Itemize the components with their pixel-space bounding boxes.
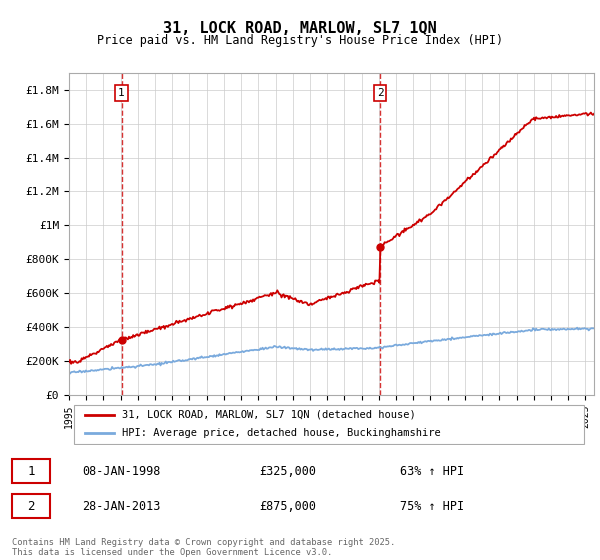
FancyBboxPatch shape	[74, 405, 583, 444]
Text: 75% ↑ HPI: 75% ↑ HPI	[400, 500, 464, 512]
FancyBboxPatch shape	[12, 459, 50, 483]
Text: 31, LOCK ROAD, MARLOW, SL7 1QN (detached house): 31, LOCK ROAD, MARLOW, SL7 1QN (detached…	[121, 410, 415, 420]
Text: 31, LOCK ROAD, MARLOW, SL7 1QN: 31, LOCK ROAD, MARLOW, SL7 1QN	[163, 21, 437, 36]
Text: 63% ↑ HPI: 63% ↑ HPI	[400, 465, 464, 478]
Text: 2: 2	[377, 88, 383, 98]
Text: HPI: Average price, detached house, Buckinghamshire: HPI: Average price, detached house, Buck…	[121, 428, 440, 438]
Text: Contains HM Land Registry data © Crown copyright and database right 2025.
This d: Contains HM Land Registry data © Crown c…	[12, 538, 395, 557]
Text: 08-JAN-1998: 08-JAN-1998	[82, 465, 161, 478]
Text: 1: 1	[118, 88, 125, 98]
Text: £325,000: £325,000	[259, 465, 316, 478]
Text: £875,000: £875,000	[259, 500, 316, 512]
Text: 1: 1	[27, 465, 35, 478]
Text: 2: 2	[27, 500, 35, 512]
FancyBboxPatch shape	[12, 494, 50, 518]
Text: Price paid vs. HM Land Registry's House Price Index (HPI): Price paid vs. HM Land Registry's House …	[97, 34, 503, 46]
Text: 28-JAN-2013: 28-JAN-2013	[82, 500, 161, 512]
